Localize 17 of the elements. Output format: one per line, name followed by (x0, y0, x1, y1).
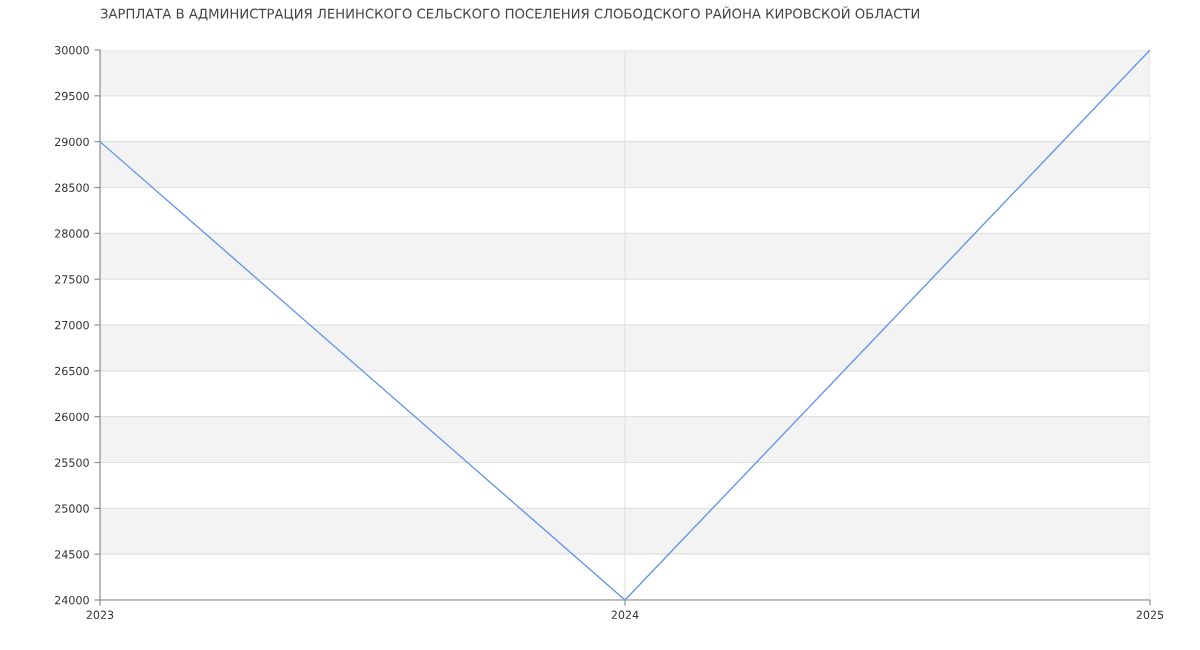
y-tick-label: 27500 (55, 275, 89, 284)
y-tick-label: 26500 (55, 366, 89, 376)
y-tick-label: 24500 (55, 550, 89, 559)
y-tick-label: 29500 (55, 91, 89, 101)
x-tick-label: 2025 (1136, 610, 1164, 620)
y-tick-label: 25000 (55, 504, 89, 513)
chart-title: ЗАРПЛАТА В АДМИНИСТРАЦИЯ ЛЕНИНСКОГО СЕЛЬСКОГО ПОСЕЛЕНИЯ СЛОБОДСКОГО РАЙОНА КИРОВСКОЙ ОБЛАСТИ (100, 6, 920, 21)
y-tick-label: 26000 (55, 412, 89, 422)
y-tick-label: 28000 (55, 229, 89, 238)
y-tick-label: 28500 (55, 183, 89, 192)
x-tick-label: 2023 (86, 610, 114, 620)
y-tick-label: 29000 (55, 137, 89, 147)
y-tick-label: 25500 (55, 458, 89, 467)
y-tick-label: 27000 (55, 320, 89, 330)
x-tick-label: 2024 (611, 610, 639, 620)
y-tick-label: 24000 (55, 595, 89, 605)
y-tick-label: 30000 (55, 45, 89, 55)
